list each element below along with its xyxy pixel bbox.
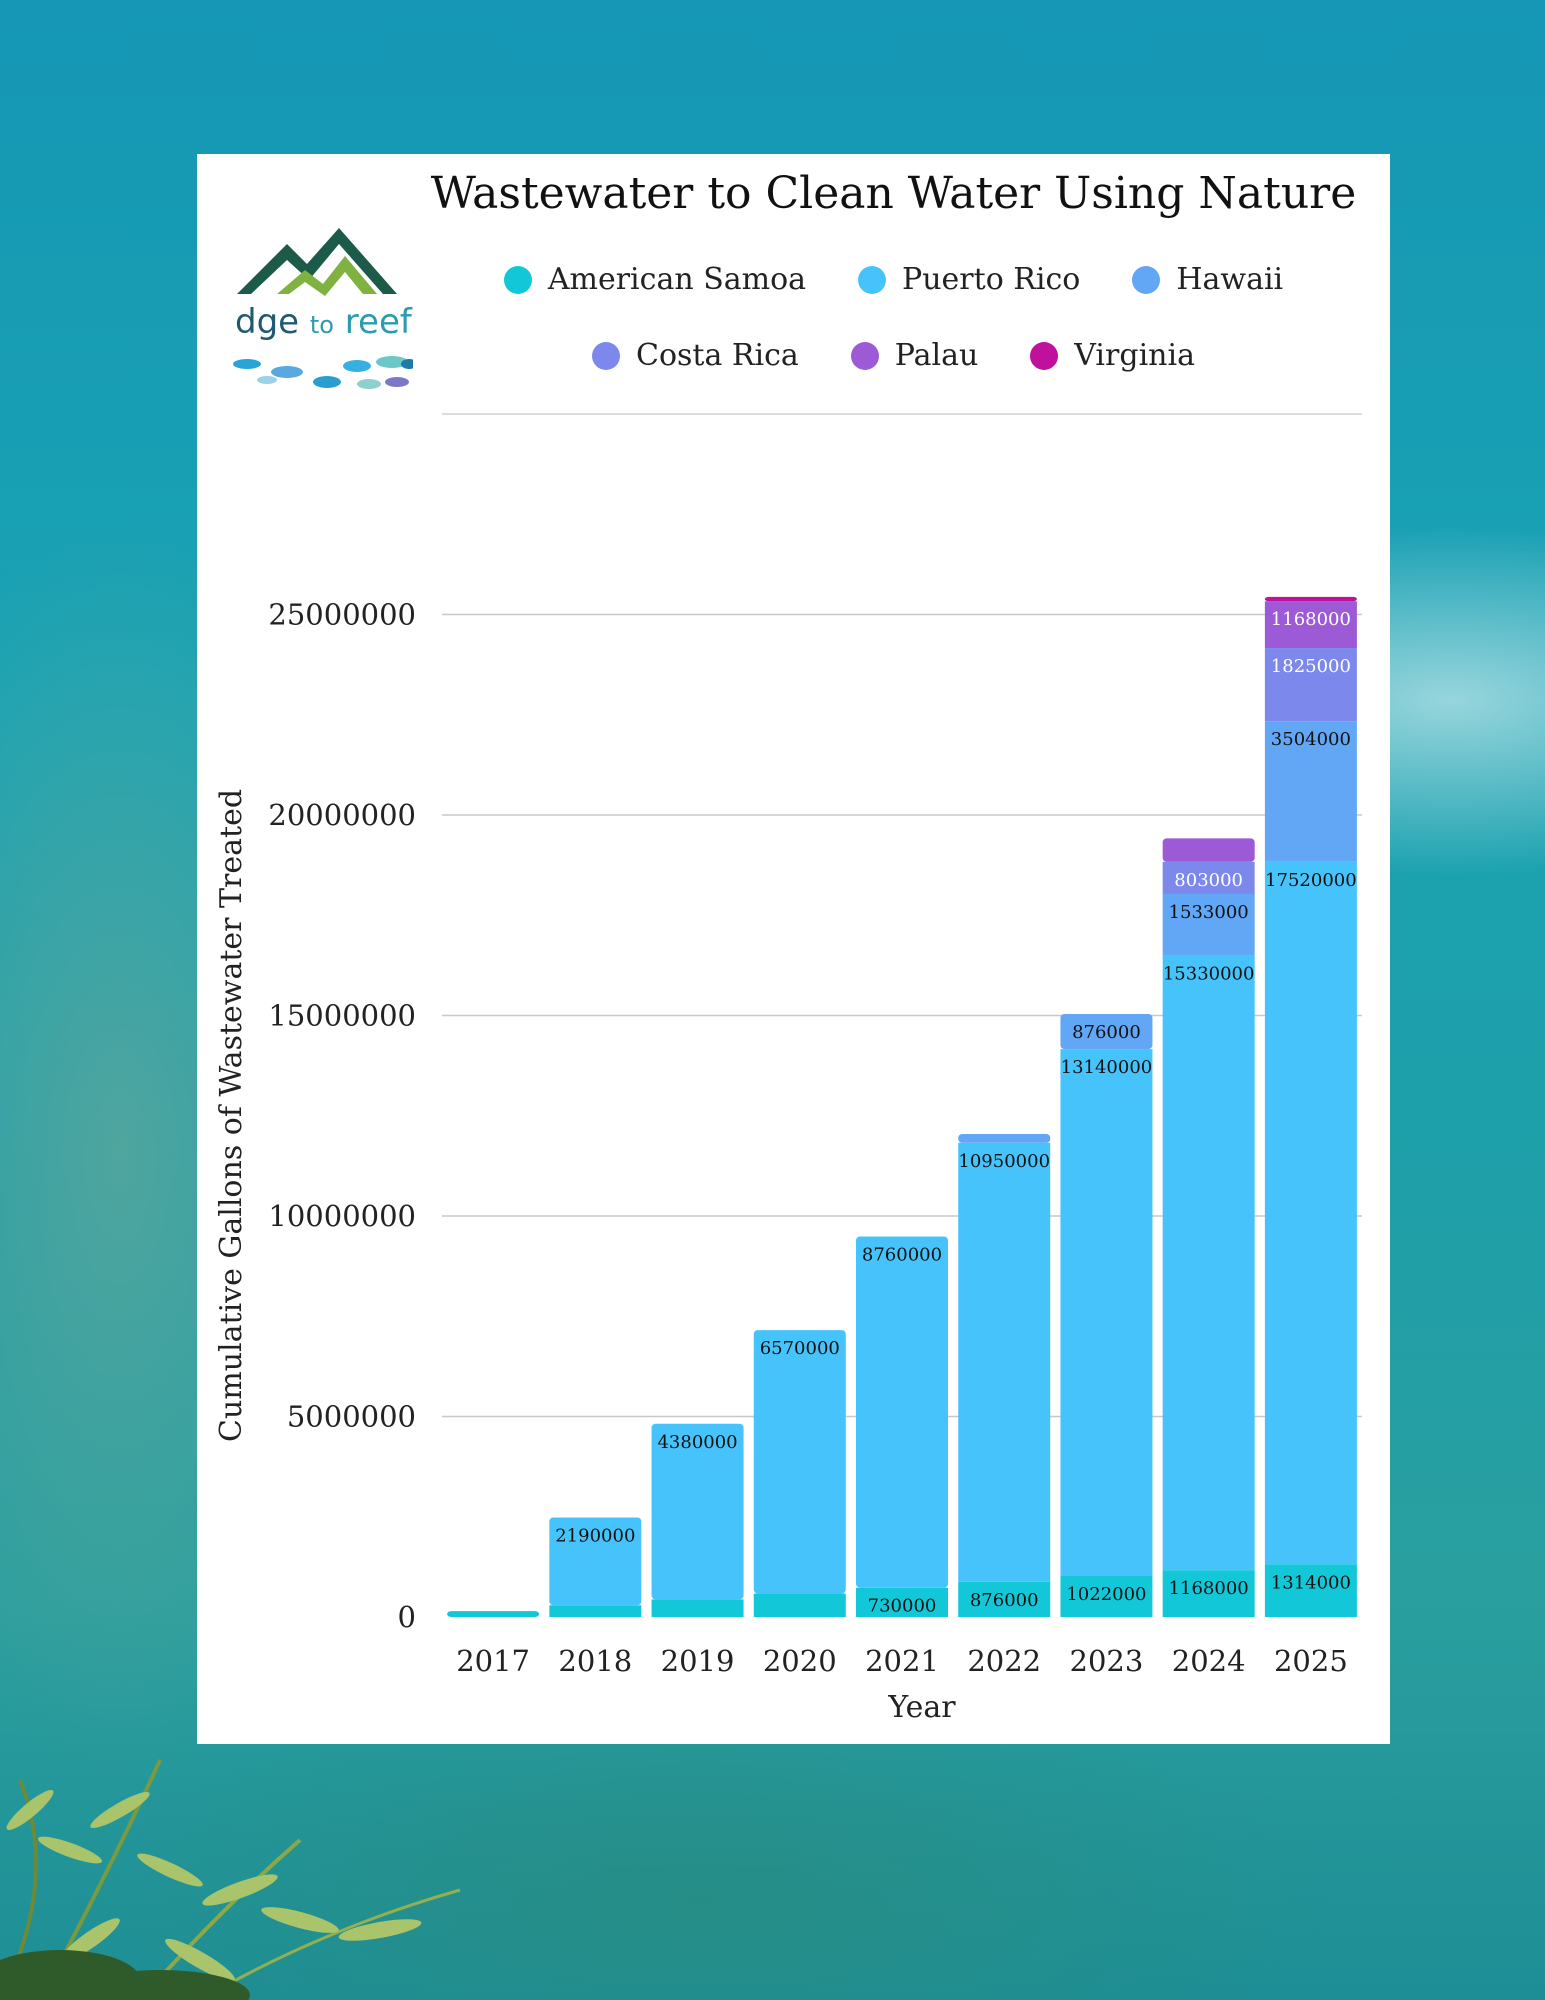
bar-hawaii-2022 xyxy=(958,1133,1051,1143)
bar-puerto-rico-2023 xyxy=(1060,1049,1153,1577)
data-label: 1314000 xyxy=(1271,1572,1351,1593)
data-label: 876000 xyxy=(1072,1022,1141,1043)
data-label: 6570000 xyxy=(760,1338,840,1359)
x-tick-label: 2021 xyxy=(865,1644,939,1678)
bar-american-samoa-2023 xyxy=(1060,1576,1153,1617)
y-tick-label: 15000000 xyxy=(268,999,416,1033)
data-label: 2190000 xyxy=(555,1525,635,1546)
data-label: 8760000 xyxy=(862,1244,942,1265)
y-tick-label: 20000000 xyxy=(268,798,416,832)
bar-puerto-rico-2025 xyxy=(1264,861,1357,1565)
bar-hawaii-2024 xyxy=(1162,893,1255,956)
legend-item-costa-rica: Costa Rica xyxy=(592,338,799,373)
x-tick-label: 2020 xyxy=(763,1644,837,1678)
ridge-to-reefs-logo: dge to reefs xyxy=(227,214,413,389)
x-tick-label: 2017 xyxy=(456,1644,530,1678)
legend-item-hawaii: Hawaii xyxy=(1132,262,1283,297)
data-label: 4380000 xyxy=(657,1432,737,1453)
bar-puerto-rico-2018 xyxy=(549,1517,642,1606)
x-tick-label: 2024 xyxy=(1172,1644,1246,1678)
chart-title: Wastewater to Clean Water Using Nature xyxy=(430,168,1357,219)
data-label: 876000 xyxy=(970,1590,1039,1611)
bar-costa-rica-2024 xyxy=(1162,861,1255,894)
x-axis-label: Year xyxy=(887,1690,956,1725)
legend-label: Costa Rica xyxy=(636,338,799,373)
y-tick-label: 10000000 xyxy=(268,1199,416,1233)
bar-american-samoa-2022 xyxy=(958,1581,1051,1617)
mountains-icon xyxy=(233,228,413,389)
bar-hawaii-2023 xyxy=(1060,1013,1153,1050)
x-tick-label: 2022 xyxy=(967,1644,1041,1678)
data-label: 3504000 xyxy=(1271,729,1351,750)
y-tick-label: 25000000 xyxy=(268,598,416,632)
legend-swatch xyxy=(850,341,879,370)
stacked-bar-chart: 0 5000000 10000000 15000000 20000000 25000000… xyxy=(214,413,1362,1725)
data-label: 1168000 xyxy=(1271,609,1351,630)
y-axis-label: Cumulative Gallons of Wastewater Treated xyxy=(214,789,249,1442)
legend-label: Hawaii xyxy=(1176,262,1284,297)
y-tick-label: 0 xyxy=(398,1600,416,1634)
data-label: 730000 xyxy=(868,1596,937,1617)
legend-swatch xyxy=(503,265,532,294)
data-label: 803000 xyxy=(1174,870,1243,891)
chart-card: dge to reefs Wastewater to Clean Water U… xyxy=(197,154,1390,1744)
legend-row-2: Costa Rica Palau Virginia xyxy=(397,338,1390,373)
bar-puerto-rico-2019 xyxy=(651,1423,744,1600)
data-label: 15330000 xyxy=(1163,963,1255,984)
y-tick-label: 5000000 xyxy=(287,1400,416,1434)
bar-puerto-rico-2022 xyxy=(958,1142,1051,1582)
foliage-decoration xyxy=(0,1759,461,2000)
legend-swatch xyxy=(1030,341,1059,370)
bar-puerto-rico-2024 xyxy=(1162,955,1255,1571)
data-label: 10950000 xyxy=(958,1151,1050,1172)
bar-virginia-2025 xyxy=(1264,596,1357,602)
legend-label: American Samoa xyxy=(547,262,807,297)
data-label: 1168000 xyxy=(1169,1578,1249,1599)
data-label: 1022000 xyxy=(1066,1584,1146,1605)
legend-item-virginia: Virginia xyxy=(1030,338,1195,373)
data-label: 13140000 xyxy=(1061,1057,1153,1078)
bar-american-samoa-2018 xyxy=(549,1605,642,1617)
bar-hawaii-2025 xyxy=(1264,721,1357,862)
bar-american-samoa-2021 xyxy=(856,1587,948,1617)
legend-swatch xyxy=(858,265,887,294)
bar-american-samoa-2019 xyxy=(651,1599,744,1617)
legend-label: Palau xyxy=(894,338,979,373)
bar-american-samoa-2024 xyxy=(1162,1570,1255,1617)
bar-american-samoa-2017 xyxy=(447,1611,540,1617)
legend-label: Puerto Rico xyxy=(902,262,1081,297)
x-tick-label: 2025 xyxy=(1274,1644,1348,1678)
legend-swatch xyxy=(592,341,620,370)
data-label: 1825000 xyxy=(1271,656,1351,677)
legend-item-palau: Palau xyxy=(850,338,979,373)
legend-swatch xyxy=(1132,265,1161,294)
legend-label: Virginia xyxy=(1074,338,1195,373)
bar-puerto-rico-2021 xyxy=(856,1236,948,1588)
bar-costa-rica-2025 xyxy=(1264,648,1357,722)
x-tick-label: 2018 xyxy=(558,1644,632,1678)
legend-item-puerto-rico: Puerto Rico xyxy=(858,262,1080,297)
x-tick-label: 2023 xyxy=(1070,1644,1144,1678)
bar-american-samoa-2020 xyxy=(753,1593,846,1617)
legend-row-1: American Samoa Puerto Rico Hawaii xyxy=(397,262,1390,297)
bar-american-samoa-2025 xyxy=(1264,1564,1357,1617)
logo-text: dge to reefs xyxy=(235,302,413,342)
data-label: 17520000 xyxy=(1265,870,1357,891)
bar-palau-2025 xyxy=(1264,601,1357,649)
bar-palau-2024 xyxy=(1162,838,1255,862)
legend-item-american-samoa: American Samoa xyxy=(503,262,807,297)
bar-puerto-rico-2020 xyxy=(753,1330,846,1594)
x-tick-label: 2019 xyxy=(661,1644,735,1678)
data-label: 1533000 xyxy=(1169,902,1249,923)
